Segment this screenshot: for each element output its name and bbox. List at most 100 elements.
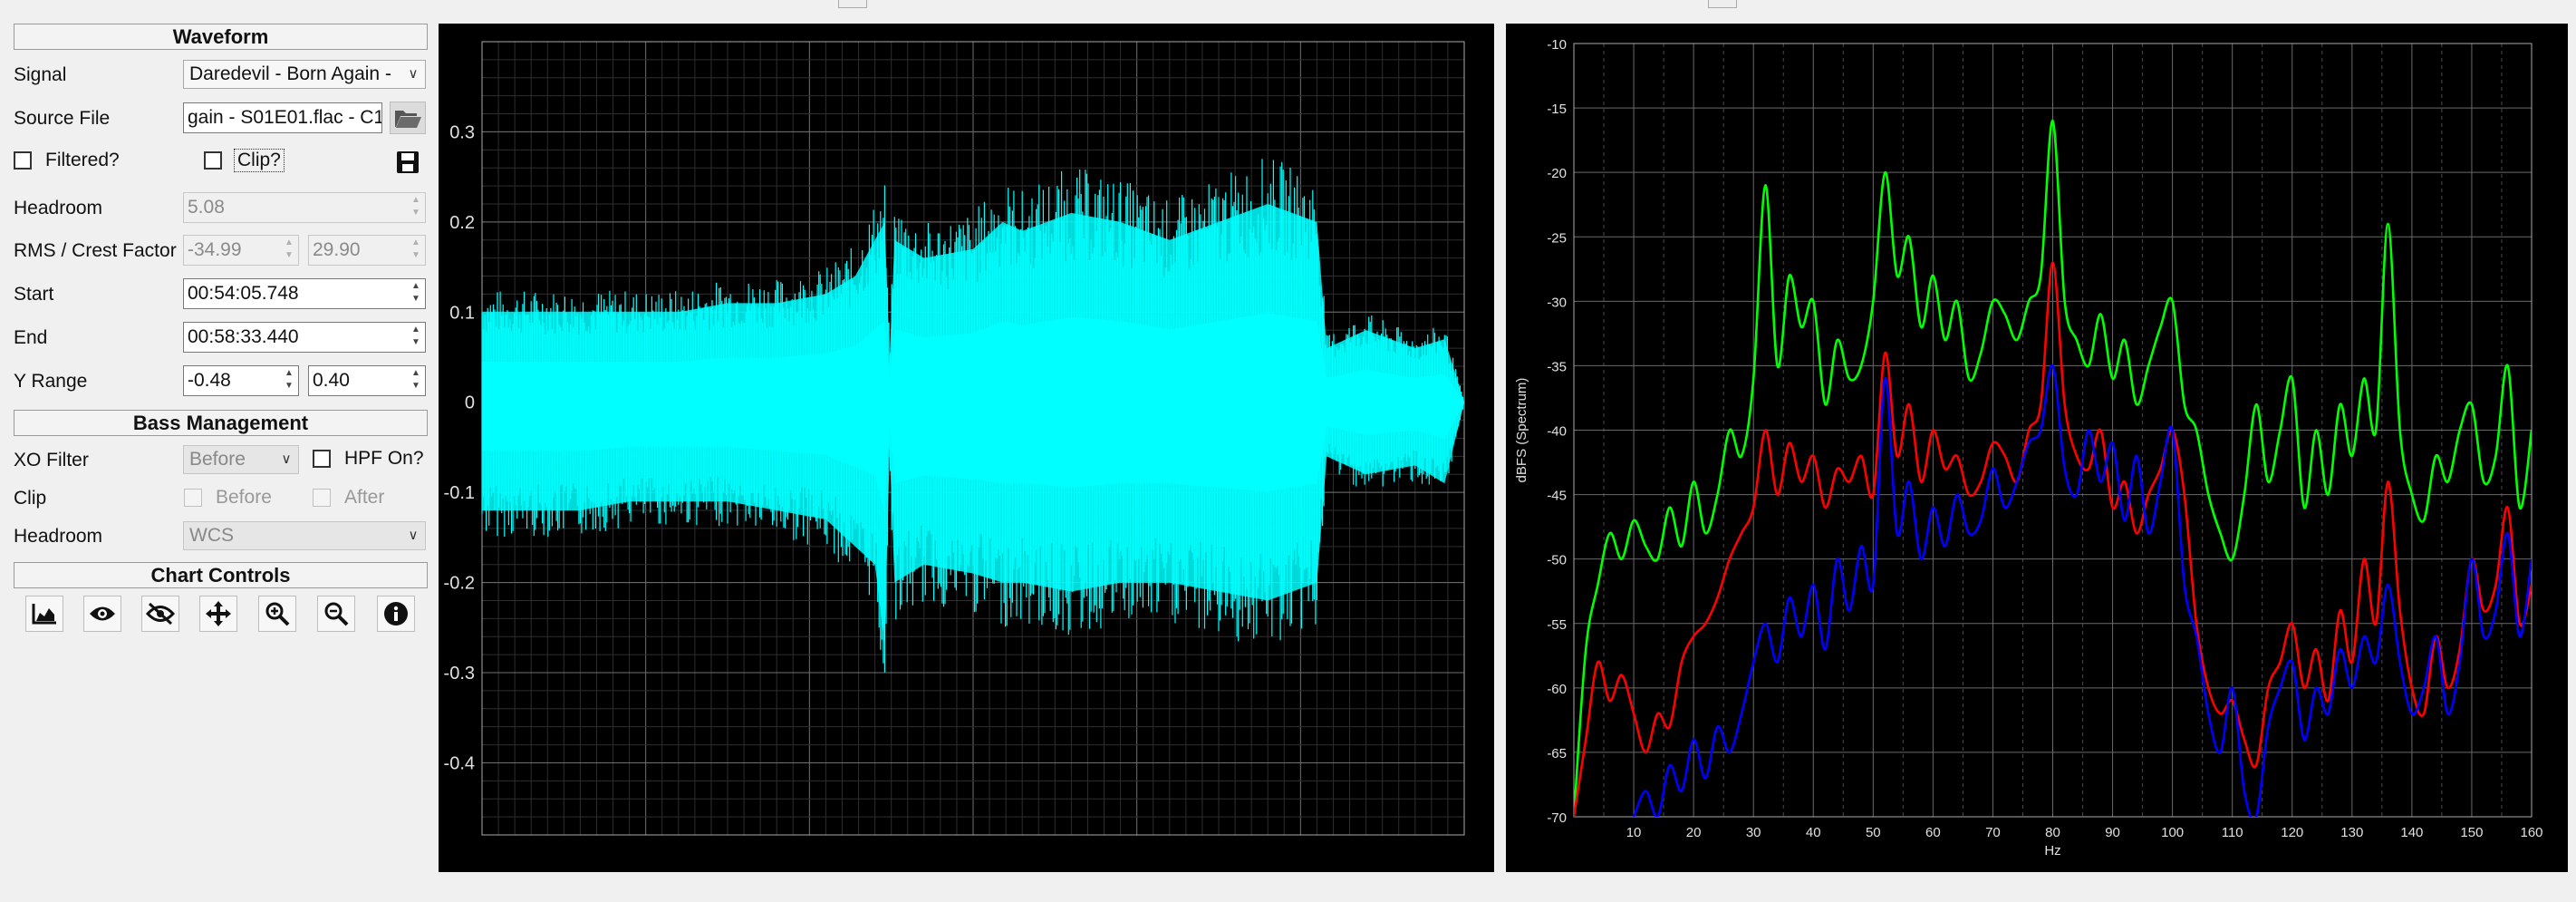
rms-spinbox: -34.99 ▲ ▼: [183, 235, 299, 266]
crest-factor-spinbox: 29.90 ▲ ▼: [308, 235, 426, 266]
spin-arrows-icon[interactable]: ▲ ▼: [411, 281, 420, 304]
bass-clip-label: Clip: [14, 488, 47, 509]
source-file-label: Source File: [14, 108, 111, 129]
spectrum-chart[interactable]: 10 20 30 40 50 60 70 80 90 100 110 120 130 140 150 160 -…: [1506, 24, 2568, 872]
end-time-value: 00:58:33.440: [188, 326, 299, 347]
y-tick-label: -45: [1547, 489, 1567, 504]
y-tick-label: 0.3: [449, 122, 475, 142]
folder-open-icon: [395, 111, 421, 128]
browse-button[interactable]: [390, 102, 426, 134]
filtered-checkbox[interactable]: [14, 151, 32, 170]
xo-filter-value: Before: [189, 449, 246, 470]
x-tick-label: 30: [1746, 825, 1761, 840]
y-tick-label: -35: [1547, 359, 1567, 374]
eye-icon: [90, 606, 115, 621]
filtered-label: Filtered?: [45, 150, 120, 170]
x-tick-label: 120: [2281, 825, 2303, 840]
y-tick-label: -25: [1547, 230, 1567, 246]
spin-arrows-icon: ▲ ▼: [411, 238, 420, 260]
y-tick-label: -20: [1547, 166, 1567, 181]
y-tick-label: -15: [1547, 102, 1567, 117]
hpf-checkbox[interactable]: [313, 450, 331, 468]
save-button[interactable]: [391, 145, 425, 179]
chart-type-button[interactable]: [25, 596, 63, 632]
start-time-spinbox[interactable]: 00:54:05.748 ▲ ▼: [183, 278, 426, 309]
x-tick-label: 70: [1985, 825, 2001, 840]
rms-value: -34.99: [188, 239, 242, 260]
headroom-label: Headroom: [14, 198, 103, 218]
chart-controls-header: Chart Controls: [14, 562, 428, 588]
y-min-spinbox[interactable]: -0.48 ▲ ▼: [183, 365, 299, 396]
x-tick-label: 90: [2105, 825, 2120, 840]
x-tick-label: 100: [2161, 825, 2184, 840]
y-tick-label: -0.3: [444, 664, 475, 684]
clip-after-checkbox: [313, 489, 331, 507]
waveform-plot[interactable]: 0.3 0.2 0.1 0 -0.1 -0.2 -0.3 -0.4: [439, 24, 1494, 872]
x-tick-label: 60: [1925, 825, 1941, 840]
y-tick-label: -30: [1547, 295, 1567, 310]
info-button[interactable]: [377, 596, 415, 632]
x-tick-label: 40: [1806, 825, 1821, 840]
y-tick-label: 0.1: [449, 303, 475, 323]
signal-select[interactable]: Daredevil - Born Again - ∨: [183, 60, 426, 89]
zoom-in-button[interactable]: [258, 596, 296, 632]
y-tick-label: -70: [1547, 810, 1567, 826]
spectrum-plot[interactable]: 10 20 30 40 50 60 70 80 90 100 110 120 130 140 150 160 -…: [1506, 24, 2568, 872]
y-tick-label: 0: [465, 393, 475, 413]
crest-factor-value: 29.90: [313, 239, 361, 260]
y-tick-label: -60: [1547, 682, 1567, 697]
splitter-handle-right[interactable]: [1708, 0, 1737, 8]
y-max-spinbox[interactable]: 0.40 ▲ ▼: [308, 365, 426, 396]
y-tick-label: -0.1: [444, 483, 475, 503]
chevron-down-icon: ∨: [401, 522, 425, 549]
x-tick-label: 150: [2460, 825, 2483, 840]
x-tick-label: 130: [2340, 825, 2363, 840]
x-tick-label: 20: [1686, 825, 1702, 840]
bass-management-header: Bass Management: [14, 410, 428, 436]
zoom-out-icon: [324, 602, 349, 626]
y-max-value: 0.40: [313, 370, 350, 391]
start-time-value: 00:54:05.748: [188, 283, 299, 304]
waveform-core: [482, 313, 1464, 512]
y-tick-label: -40: [1547, 424, 1567, 440]
control-panel: Waveform Signal Daredevil - Born Again -…: [0, 0, 435, 902]
clip-label: Clip?: [234, 149, 285, 172]
clip-checkbox[interactable]: [204, 151, 222, 170]
zoom-out-button[interactable]: [317, 596, 355, 632]
spectrum-red-line: [1574, 261, 2532, 817]
end-time-spinbox[interactable]: 00:58:33.440 ▲ ▼: [183, 322, 426, 353]
bass-headroom-label: Headroom: [14, 526, 103, 547]
clip-before-checkbox: [184, 489, 202, 507]
rms-crest-label: RMS / Crest Factor: [14, 240, 177, 261]
signal-select-value: Daredevil - Born Again -: [189, 63, 391, 84]
headroom-value: 5.08: [188, 197, 225, 218]
y-tick-label: -50: [1547, 553, 1567, 568]
x-tick-label: 50: [1866, 825, 1881, 840]
bass-headroom-select: WCS ∨: [183, 521, 426, 550]
x-tick-label: 80: [2045, 825, 2060, 840]
y-tick-label: -0.4: [444, 753, 475, 773]
eye-slash-icon: [146, 602, 175, 626]
chevron-down-icon: ∨: [401, 61, 425, 88]
chevron-down-icon: ∨: [275, 446, 298, 473]
end-label: End: [14, 327, 48, 348]
spin-arrows-icon[interactable]: ▲ ▼: [285, 368, 294, 391]
waveform-header: Waveform: [14, 24, 428, 50]
clip-before-label: Before: [216, 487, 272, 508]
splitter-handle-left[interactable]: [838, 0, 867, 8]
hide-series-button[interactable]: [141, 596, 179, 632]
spectrum-blue-line: [1632, 364, 2532, 817]
waveform-chart[interactable]: 0.3 0.2 0.1 0 -0.1 -0.2 -0.3 -0.4: [439, 24, 1494, 872]
xo-filter-select: Before ∨: [183, 445, 299, 474]
move-icon: [206, 601, 231, 626]
save-icon: [397, 151, 419, 173]
pan-button[interactable]: [199, 596, 237, 632]
spin-arrows-icon[interactable]: ▲ ▼: [411, 368, 420, 391]
spin-arrows-icon[interactable]: ▲ ▼: [411, 325, 420, 347]
source-file-input[interactable]: gain - S01E01.flac - C1: [183, 102, 382, 133]
signal-label: Signal: [14, 64, 67, 85]
spin-arrows-icon: ▲ ▼: [411, 195, 420, 218]
xo-filter-label: XO Filter: [14, 450, 89, 470]
x-tick-label: 110: [2222, 825, 2243, 840]
show-series-button[interactable]: [83, 596, 121, 632]
